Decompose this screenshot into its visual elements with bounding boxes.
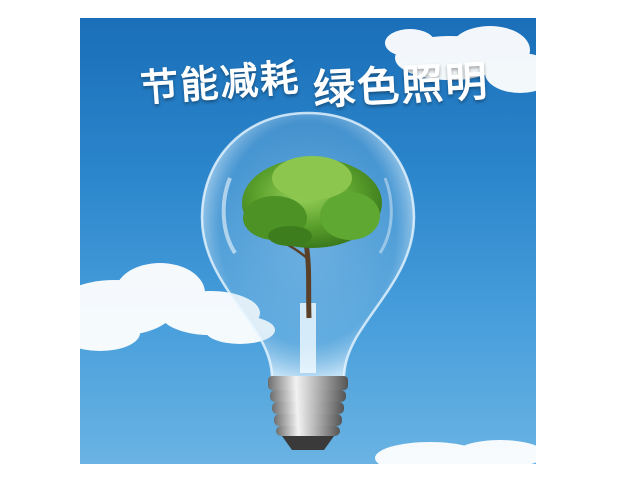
tree-icon xyxy=(242,156,382,319)
bulb-stem xyxy=(300,303,316,373)
cloud-left xyxy=(80,263,275,351)
slogan-energy-saving: 节能减耗 xyxy=(138,55,302,111)
bulb-screw-base xyxy=(268,376,348,450)
cloud-top-right xyxy=(385,26,536,93)
cloud-bottom-right xyxy=(375,440,536,464)
poster-artwork xyxy=(80,26,536,464)
energy-saving-poster: 节能减耗 绿色照明 xyxy=(80,18,536,464)
slogan-green-lighting: 绿色照明 xyxy=(311,56,491,115)
